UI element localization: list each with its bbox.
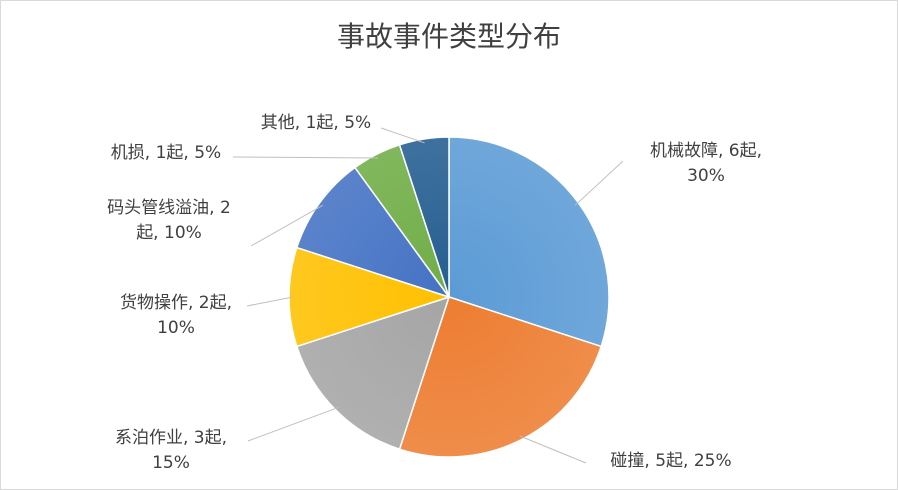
data-label-percent: 15% <box>152 453 190 473</box>
leader-line-6 <box>380 127 425 144</box>
pie-slice-1 <box>398 296 603 458</box>
data-label-name: 码头管线溢油, <box>107 198 220 218</box>
pie-slice-4 <box>295 166 451 299</box>
data-label-count: 2起, <box>198 293 233 313</box>
data-label-name: 机械故障, <box>649 141 729 161</box>
chart-title: 事故事件类型分布 <box>336 20 561 53</box>
data-label-percent: 10% <box>157 318 195 338</box>
pie-slice-3 <box>288 246 452 348</box>
data-label-percent: 25% <box>693 451 732 471</box>
data-label-3: 货物操作, 2起, 10% <box>96 291 256 341</box>
data-label-percent: 30% <box>687 166 725 186</box>
data-label-5: 机损, 1起, 5% <box>91 141 241 166</box>
data-label-2: 系泊作业, 3起, 15% <box>81 426 261 476</box>
leader-line-1 <box>519 435 587 464</box>
data-label-name: 货物操作, <box>119 293 199 313</box>
data-label-name: 其他, <box>260 113 306 133</box>
pie-slice-6 <box>398 136 450 298</box>
data-label-name: 系泊作业, <box>114 428 194 448</box>
data-label-4: 码头管线溢油, 2 起, 10% <box>79 196 259 246</box>
data-label-percent: 5% <box>344 113 372 133</box>
data-label-name: 碰撞, <box>610 451 656 471</box>
data-label-count: 3起, <box>193 428 228 448</box>
leader-line-3 <box>246 296 294 307</box>
data-label-percent: 5% <box>194 143 222 163</box>
data-label-unit: 起, <box>136 223 164 243</box>
data-label-0: 机械故障, 6起, 30% <box>626 139 786 189</box>
data-label-count: 1起, <box>305 113 345 133</box>
leader-line-2 <box>247 406 339 442</box>
data-label-count: 5起, <box>655 451 694 471</box>
leader-line-0 <box>574 160 624 206</box>
data-label-name: 机损, <box>110 143 156 163</box>
data-label-6: 其他, 1起, 5% <box>241 111 391 136</box>
leader-line-4 <box>250 204 324 247</box>
data-label-count: 1起, <box>155 143 195 163</box>
data-label-count: 2 <box>219 198 231 218</box>
pie-slice-2 <box>295 295 451 451</box>
leader-line-5 <box>232 156 379 159</box>
data-label-1: 碰撞, 5起, 25% <box>586 449 756 474</box>
data-label-count: 6起, <box>728 141 763 161</box>
data-label-percent: 10% <box>164 223 202 243</box>
